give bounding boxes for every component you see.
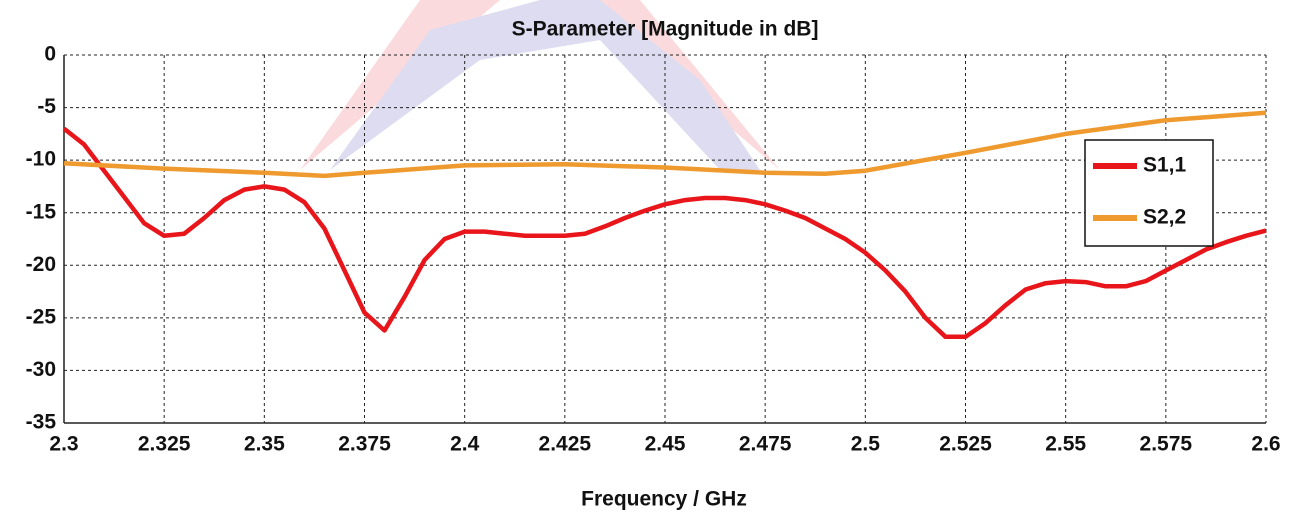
y-tick-label: -10 — [26, 148, 56, 171]
x-tick-label: 2.525 — [939, 433, 992, 456]
x-tick-label: 2.5 — [851, 433, 881, 456]
chart-title: S-Parameter [Magnitude in dB] — [512, 18, 819, 41]
y-tick-label: -5 — [37, 95, 56, 118]
y-tick-label: -25 — [26, 305, 57, 328]
y-tick-label: -35 — [26, 411, 57, 434]
legend-box — [1084, 139, 1214, 247]
x-tick-label: 2.45 — [645, 433, 686, 456]
y-tick-label: -20 — [26, 253, 56, 276]
x-tick-label: 2.6 — [1251, 433, 1280, 456]
watermark — [300, 0, 780, 170]
legend-label: S2,2 — [1143, 206, 1186, 229]
series-line — [62, 126, 1267, 340]
x-tick-label: 2.425 — [539, 433, 592, 456]
y-tick-label: 0 — [44, 43, 56, 66]
series-line — [63, 110, 1267, 179]
x-tick-label: 2.475 — [739, 433, 792, 456]
x-tick-label: 2.575 — [1140, 433, 1193, 456]
x-axis-label: Frequency / GHz — [581, 488, 747, 511]
x-tick-label: 2.375 — [338, 433, 391, 456]
x-tick-label: 2.4 — [450, 433, 480, 456]
y-tick-label: -30 — [26, 358, 56, 381]
x-tick-label: 2.55 — [1045, 433, 1086, 456]
x-tick-label: 2.3 — [49, 433, 78, 456]
legend-label: S1,1 — [1143, 154, 1187, 177]
y-tick-label: -15 — [26, 200, 57, 223]
x-tick-label: 2.35 — [244, 433, 285, 456]
x-tick-label: 2.325 — [138, 433, 191, 456]
